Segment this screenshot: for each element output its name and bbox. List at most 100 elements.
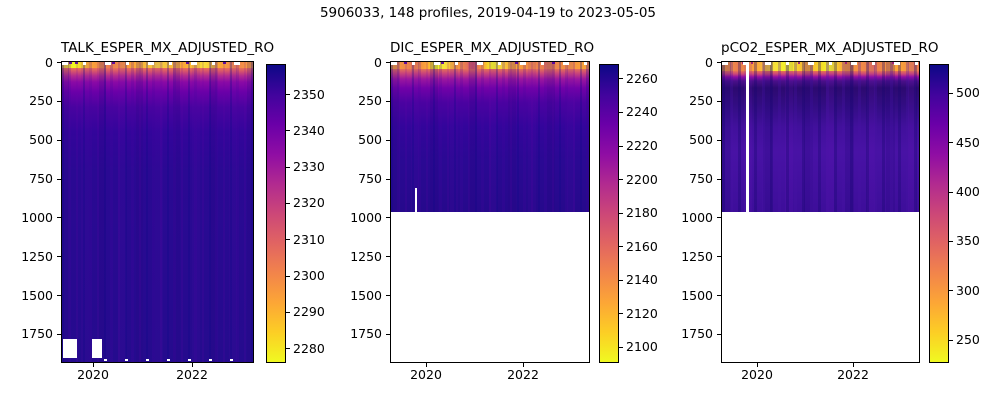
tick-label: 2290 bbox=[293, 304, 325, 320]
tick-mark bbox=[619, 346, 623, 348]
tick-label: 2022 bbox=[176, 367, 208, 382]
tick-label: 2350 bbox=[293, 86, 325, 102]
tick-label: 1500 bbox=[681, 287, 713, 303]
tick-label: 2280 bbox=[293, 340, 325, 356]
tick-mark bbox=[619, 279, 623, 281]
heatmap-dic bbox=[391, 62, 589, 212]
tick-mark bbox=[286, 202, 290, 204]
tick-label: 750 bbox=[29, 171, 53, 187]
tick-label: 1750 bbox=[681, 326, 713, 342]
tick-mark bbox=[717, 217, 721, 219]
tick-mark bbox=[286, 239, 290, 241]
tick-mark bbox=[717, 139, 721, 141]
tick-mark bbox=[717, 100, 721, 102]
missing-data-gap bbox=[92, 339, 102, 358]
missing-profile-gap bbox=[746, 62, 749, 212]
tick-label: 2240 bbox=[626, 104, 658, 120]
tick-label: 500 bbox=[29, 132, 53, 148]
heatmap-pco2 bbox=[722, 62, 919, 212]
tick-mark bbox=[57, 217, 61, 219]
tick-label: 500 bbox=[689, 132, 713, 148]
tick-label: 2260 bbox=[626, 70, 658, 86]
tick-label: 250 bbox=[956, 332, 980, 348]
tick-mark bbox=[949, 290, 953, 292]
tick-mark bbox=[286, 348, 290, 350]
tick-label: 0 bbox=[45, 54, 53, 70]
tick-label: 2200 bbox=[626, 171, 658, 187]
tick-label: 400 bbox=[956, 184, 980, 199]
tick-mark bbox=[286, 311, 290, 313]
tick-label: 2022 bbox=[507, 367, 539, 382]
tick-mark bbox=[286, 166, 290, 168]
tick-label: 2020 bbox=[410, 367, 442, 382]
tick-label: 1500 bbox=[350, 287, 382, 303]
tick-label: 1750 bbox=[21, 326, 53, 342]
tick-mark bbox=[57, 139, 61, 141]
tick-mark bbox=[619, 179, 623, 181]
plot-area-pco2 bbox=[721, 61, 920, 363]
tick-label: 0 bbox=[705, 54, 713, 70]
tick-mark bbox=[386, 100, 390, 102]
tick-mark bbox=[57, 178, 61, 180]
tick-mark bbox=[286, 130, 290, 132]
tick-label: 1500 bbox=[21, 287, 53, 303]
tick-mark bbox=[286, 275, 290, 277]
tick-mark bbox=[949, 191, 953, 193]
subplot-pco2-title: pCO2_ESPER_MX_ADJUSTED_RO bbox=[721, 40, 939, 56]
tick-label: 750 bbox=[358, 171, 382, 187]
tick-label: 1750 bbox=[350, 326, 382, 342]
missing-data-gap bbox=[415, 188, 417, 212]
tick-label: 450 bbox=[956, 134, 980, 150]
colorbar-dic bbox=[599, 64, 619, 363]
tick-label: 2020 bbox=[77, 367, 109, 382]
tick-mark bbox=[386, 178, 390, 180]
tick-label: 1250 bbox=[681, 248, 713, 264]
tick-label: 250 bbox=[358, 93, 382, 109]
tick-label: 2160 bbox=[626, 238, 658, 254]
tick-mark bbox=[619, 212, 623, 214]
tick-mark bbox=[949, 92, 953, 94]
tick-mark bbox=[286, 94, 290, 95]
tick-label: 2310 bbox=[293, 231, 325, 247]
tick-mark bbox=[619, 111, 623, 113]
surface-missing-bins bbox=[722, 62, 919, 65]
tick-label: 500 bbox=[956, 85, 980, 101]
tick-mark bbox=[619, 246, 623, 248]
deep-missing-bins bbox=[104, 358, 240, 361]
tick-label: 2220 bbox=[626, 138, 658, 154]
tick-mark bbox=[57, 62, 61, 63]
tick-mark bbox=[619, 313, 623, 315]
tick-label: 2022 bbox=[837, 367, 869, 382]
tick-label: 2100 bbox=[626, 339, 658, 355]
tick-label: 300 bbox=[956, 282, 980, 298]
tick-label: 1000 bbox=[681, 209, 713, 225]
tick-mark bbox=[57, 256, 61, 258]
tick-mark bbox=[949, 339, 953, 341]
figure-title: 5906033, 148 profiles, 2019-04-19 to 202… bbox=[319, 5, 657, 21]
tick-label: 500 bbox=[358, 132, 382, 148]
tick-mark bbox=[757, 363, 758, 367]
tick-mark bbox=[853, 363, 854, 367]
tick-mark bbox=[386, 217, 390, 219]
tick-mark bbox=[93, 363, 94, 367]
tick-mark bbox=[386, 333, 390, 335]
tick-mark bbox=[426, 363, 427, 367]
tick-label: 2320 bbox=[293, 195, 325, 211]
tick-label: 2180 bbox=[626, 205, 658, 221]
tick-label: 1000 bbox=[21, 209, 53, 225]
surface-missing-bins bbox=[62, 62, 253, 65]
tick-mark bbox=[386, 256, 390, 258]
tick-label: 750 bbox=[689, 171, 713, 187]
tick-mark bbox=[717, 295, 721, 297]
tick-mark bbox=[949, 142, 953, 144]
tick-mark bbox=[386, 62, 390, 63]
tick-mark bbox=[619, 145, 623, 147]
tick-mark bbox=[386, 139, 390, 141]
tick-label: 350 bbox=[956, 233, 980, 249]
missing-data-gap bbox=[63, 339, 77, 358]
tick-mark bbox=[57, 333, 61, 335]
tick-label: 2020 bbox=[741, 367, 773, 382]
tick-label: 0 bbox=[374, 54, 382, 70]
tick-label: 250 bbox=[689, 93, 713, 109]
